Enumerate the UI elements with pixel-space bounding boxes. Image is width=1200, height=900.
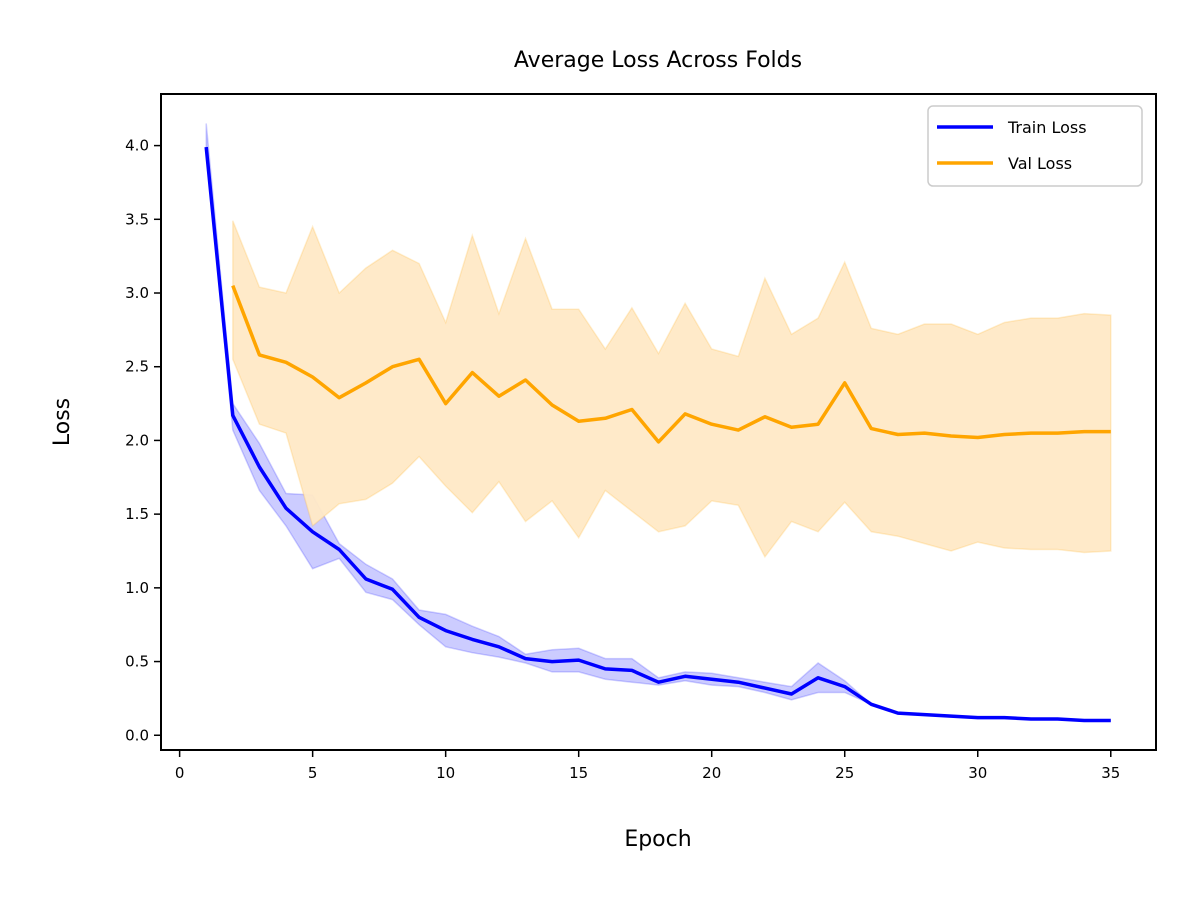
chart-title: Average Loss Across Folds [514, 48, 802, 73]
x-tick-label: 25 [835, 764, 854, 782]
legend-label-train: Train Loss [1007, 118, 1087, 137]
x-tick-label: 5 [308, 764, 318, 782]
x-axis-ticks: 0 5 10 15 20 25 30 35 [175, 750, 1120, 782]
y-tick-label: 1.5 [125, 505, 149, 523]
x-tick-label: 15 [569, 764, 588, 782]
val-loss-band [232, 220, 1112, 559]
x-axis-label: Epoch [624, 827, 691, 852]
y-tick-label: 0.0 [125, 726, 149, 744]
y-tick-label: 4.0 [125, 137, 149, 155]
series-lines [204, 146, 1111, 723]
legend-label-val: Val Loss [1008, 154, 1072, 173]
legend: Train Loss Val Loss [927, 105, 1143, 187]
confidence-bands [205, 123, 1112, 722]
x-tick-label: 30 [968, 764, 987, 782]
x-tick-label: 0 [175, 764, 185, 782]
plot-area [204, 123, 1112, 723]
y-axis-ticks: 0.0 0.5 1.0 1.5 2.0 2.5 3.0 3.5 4.0 [125, 137, 161, 744]
train-loss-line [204, 146, 1111, 723]
x-tick-label: 10 [436, 764, 455, 782]
plot-frame [160, 93, 1157, 751]
x-tick-label: 35 [1101, 764, 1120, 782]
y-tick-label: 3.0 [125, 284, 149, 302]
y-tick-label: 1.0 [125, 579, 149, 597]
y-tick-label: 3.5 [125, 210, 149, 228]
y-tick-label: 2.0 [125, 431, 149, 449]
y-axis-label: Loss [50, 398, 75, 446]
val-loss-line [231, 284, 1111, 444]
x-tick-label: 20 [702, 764, 721, 782]
y-tick-label: 2.5 [125, 358, 149, 376]
y-tick-label: 0.5 [125, 653, 149, 671]
